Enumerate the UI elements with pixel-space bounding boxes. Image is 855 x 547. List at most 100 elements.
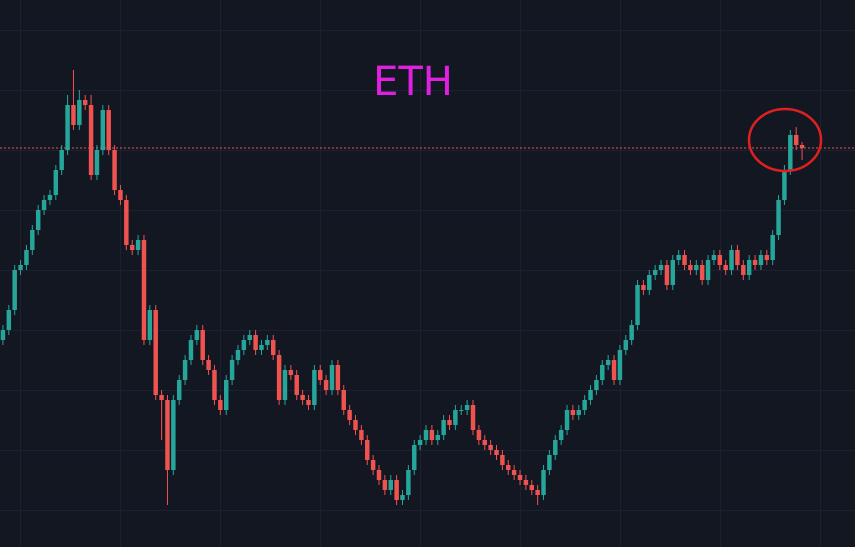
candle-body: [71, 105, 76, 125]
candle-body: [735, 250, 740, 265]
candle-body: [705, 260, 711, 280]
candle-body: [300, 395, 305, 400]
candle-body: [153, 310, 158, 395]
candle-body: [335, 365, 341, 390]
candle-body: [276, 355, 282, 400]
candle-body: [623, 340, 629, 350]
candle-body: [253, 335, 258, 350]
candle-body: [406, 470, 411, 495]
candle-body: [365, 440, 370, 460]
candle-body: [688, 265, 693, 270]
candle-body: [594, 380, 599, 390]
candle-body: [6, 310, 12, 330]
candle-body: [147, 310, 153, 340]
candle-body: [306, 400, 311, 405]
candle-body: [376, 470, 382, 480]
candle-body: [259, 345, 264, 350]
candle-body: [652, 270, 658, 275]
candle-body: [241, 340, 247, 350]
candle-body: [129, 245, 135, 250]
candle-body: [793, 135, 799, 145]
candle-body: [341, 390, 346, 410]
candle-body: [94, 150, 100, 175]
candle-body: [517, 475, 523, 480]
candle-body: [176, 380, 182, 400]
candle-body: [494, 450, 499, 455]
highlight-circle: [747, 107, 823, 173]
candle-body: [270, 340, 276, 355]
candle-body: [347, 410, 352, 420]
candle-body: [100, 110, 106, 150]
candle-body: [394, 480, 399, 500]
candle-body: [59, 150, 64, 170]
candle-body: [746, 260, 752, 275]
candle-body: [523, 480, 529, 485]
candle-body: [382, 480, 388, 490]
candle-body: [758, 255, 764, 265]
candle-body: [752, 260, 758, 265]
candle-body: [188, 340, 194, 360]
candle-body: [329, 365, 335, 390]
candle-body: [288, 370, 294, 375]
candle-body: [412, 445, 417, 470]
candle-body: [223, 380, 229, 410]
candle-body: [323, 380, 329, 390]
candle-body: [41, 200, 47, 210]
candle-body: [658, 265, 664, 270]
candle-body: [282, 370, 288, 400]
candle-body: [611, 360, 617, 380]
candle-body: [547, 455, 552, 470]
candle-body: [605, 360, 611, 365]
candle-body: [294, 375, 299, 395]
candle-body: [482, 440, 487, 445]
candle-body: [135, 240, 141, 250]
candle-body: [488, 445, 493, 450]
candle-body: [459, 410, 464, 411]
candle-body: [423, 430, 429, 440]
candle-body: [670, 260, 676, 285]
candle-body: [588, 390, 593, 400]
candle-body: [435, 435, 440, 440]
candle-body: [370, 460, 376, 470]
candle-body: [53, 170, 59, 195]
candle-body: [359, 430, 364, 440]
candle-body: [453, 410, 458, 425]
candle-body: [582, 400, 587, 410]
candle-body: [65, 105, 70, 150]
candle-body: [417, 440, 423, 445]
candle-body: [711, 255, 717, 260]
candle-body: [541, 470, 546, 495]
candle-body: [0, 330, 6, 340]
candle-body: [206, 360, 211, 370]
candle-body: [12, 270, 17, 310]
candle-body: [576, 410, 582, 415]
candle-body: [788, 135, 793, 170]
candle-body: [47, 195, 53, 200]
candle-body: [529, 485, 535, 490]
candle-body: [782, 170, 787, 200]
candle-body: [194, 330, 200, 340]
candle-body: [106, 110, 111, 150]
candle-body: [741, 265, 746, 275]
candle-body: [776, 200, 781, 235]
candle-body: [247, 335, 252, 340]
candle-body: [506, 465, 511, 470]
candle-body: [694, 265, 699, 270]
candle-body: [635, 285, 640, 325]
candle-body: [729, 250, 734, 270]
candle-body: [141, 240, 147, 340]
candle-body: [165, 400, 170, 470]
candle-body: [235, 350, 241, 360]
candle-body: [312, 370, 317, 405]
candle-body: [764, 255, 770, 260]
candle-body: [171, 400, 176, 470]
candle-body: [200, 330, 205, 360]
candle-body: [564, 410, 570, 430]
candle-body: [799, 145, 805, 148]
candle-body: [570, 410, 576, 415]
candle-body: [429, 430, 435, 440]
candle-body: [500, 455, 505, 465]
candle-body: [617, 350, 623, 380]
candle-body: [664, 265, 670, 285]
candle-body: [447, 420, 452, 425]
